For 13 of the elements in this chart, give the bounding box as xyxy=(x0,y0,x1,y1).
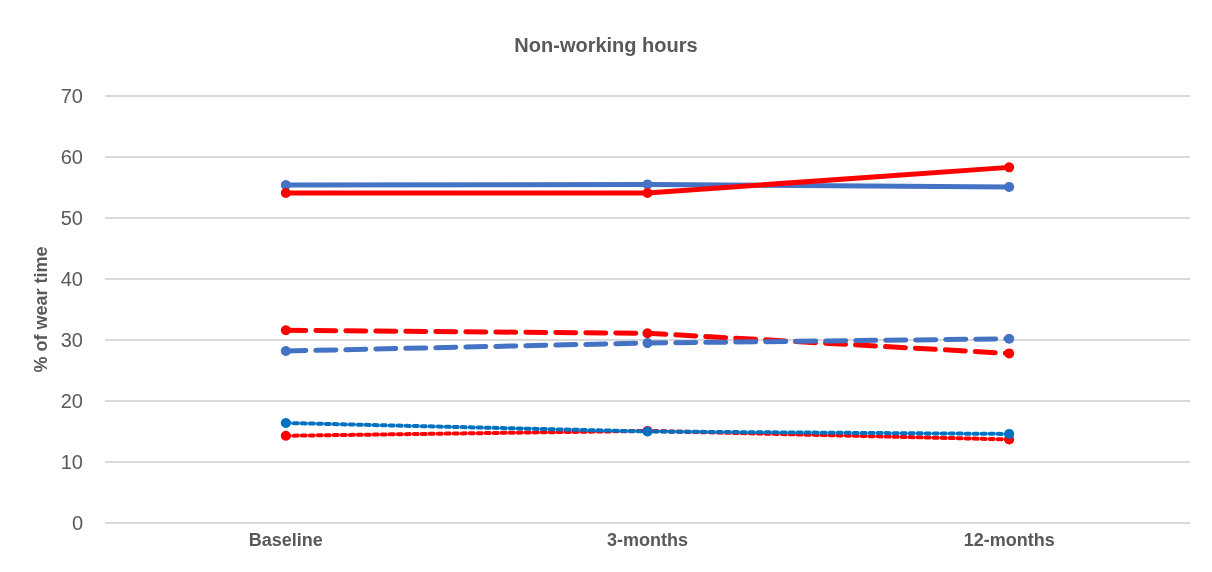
y-tick-label: 30 xyxy=(60,329,83,351)
x-tick-label: 3-months xyxy=(607,530,688,550)
x-tick-label: 12-months xyxy=(963,530,1055,550)
y-tick-label: 0 xyxy=(71,512,83,534)
y-axis-title: % of wear time xyxy=(30,246,51,373)
y-tick-label: 50 xyxy=(60,207,83,229)
y-tick-label: 10 xyxy=(60,451,83,473)
y-tick-label: 20 xyxy=(60,390,83,412)
y-tick-label: 60 xyxy=(60,146,83,168)
y-tick-label: 40 xyxy=(60,268,83,290)
x-tick-label: Baseline xyxy=(248,530,323,550)
y-tick-label: 70 xyxy=(60,85,83,107)
chart-title: Non-working hours xyxy=(514,34,698,56)
